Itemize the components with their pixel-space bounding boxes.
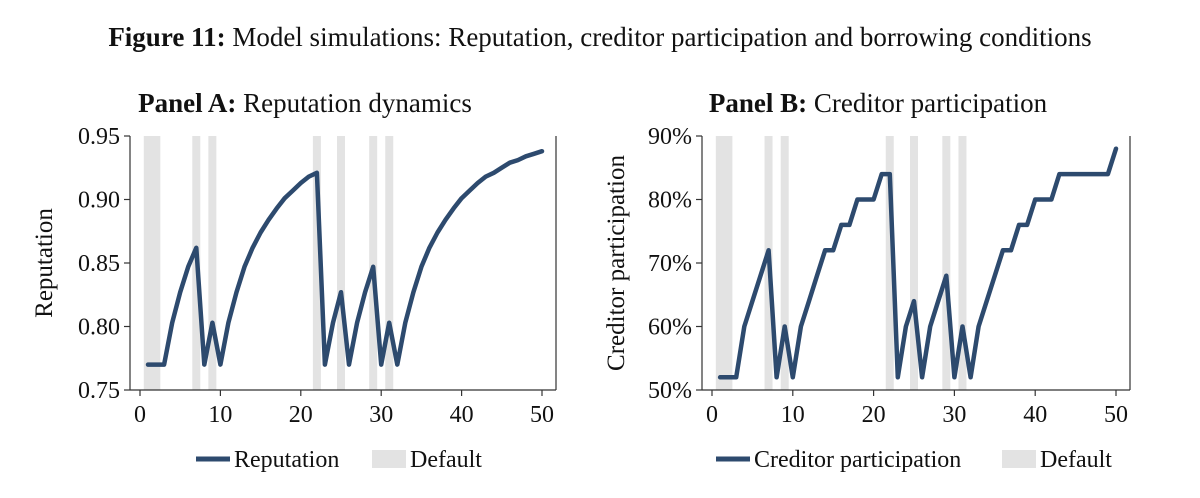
y-tick-label: 80% <box>648 188 692 214</box>
x-tick-label: 40 <box>450 402 474 428</box>
default-band <box>208 136 217 390</box>
panel-b: Panel B: Creditor participation 50% 60% 70%… <box>603 88 1131 473</box>
y-tick-label: 50% <box>648 378 692 404</box>
default-band <box>337 136 345 390</box>
default-band <box>942 136 951 390</box>
default-band <box>885 136 894 390</box>
figure-title: Figure 11: Model simulations: Reputation… <box>0 22 1200 53</box>
y-tick-label: 0.75 <box>78 378 120 404</box>
legend-line-label: Reputation <box>234 447 339 473</box>
x-tick-label: 30 <box>369 402 393 428</box>
y-tick-label: 0.95 <box>78 124 120 150</box>
y-axis-label: Creditor participation <box>603 155 630 371</box>
panel-title-text: Reputation dynamics <box>236 88 471 118</box>
default-band <box>910 136 918 390</box>
x-tick-label: 10 <box>208 402 232 428</box>
legend-line-label: Creditor participation <box>754 447 961 473</box>
x-tick-label: 10 <box>781 402 805 428</box>
panel-a: Panel A: Reputation dynamics 0.75 0.80 0.85… <box>31 88 557 473</box>
x-tick-label: 50 <box>530 402 554 428</box>
y-tick-label: 0.85 <box>78 251 120 277</box>
x-tick-label: 40 <box>1023 402 1047 428</box>
legend-band-label: Default <box>410 447 482 473</box>
x-tick-label: 0 <box>706 402 718 428</box>
default-band <box>385 136 394 390</box>
legend-band-swatch <box>372 450 406 468</box>
y-tick-label: 0.80 <box>78 315 120 341</box>
figure-title-text: Model simulations: Reputation, creditor … <box>232 22 1092 52</box>
default-band <box>151 136 161 390</box>
default-band <box>780 136 789 390</box>
default-band <box>723 136 733 390</box>
default-band <box>958 136 967 390</box>
x-tick-label: 50 <box>1104 402 1128 428</box>
x-tick-label: 0 <box>134 402 146 428</box>
default-band <box>143 136 153 390</box>
panel-label: Panel B: <box>709 88 807 118</box>
x-tick-label: 20 <box>862 402 886 428</box>
x-tick-label: 30 <box>942 402 966 428</box>
legend-band-swatch <box>1002 450 1036 468</box>
default-band <box>715 136 725 390</box>
y-tick-label: 70% <box>648 251 692 277</box>
panel-title: Panel A: Reputation dynamics <box>138 88 472 118</box>
y-tick-label: 60% <box>648 315 692 341</box>
panel-label: Panel A: <box>138 88 236 118</box>
series-line-creditor-participation <box>717 146 1119 380</box>
default-band <box>312 136 321 390</box>
panel-title: Panel B: Creditor participation <box>709 88 1048 118</box>
y-tick-label: 0.90 <box>78 188 120 214</box>
series-line-reputation <box>145 148 545 367</box>
x-tick-label: 20 <box>289 402 313 428</box>
figure-label: Figure 11: <box>108 22 226 52</box>
default-band <box>369 136 378 390</box>
y-axis-label: Reputation <box>31 208 58 318</box>
panel-title-text: Creditor participation <box>807 88 1047 118</box>
legend-band-label: Default <box>1040 447 1112 473</box>
y-tick-label: 90% <box>648 124 692 150</box>
